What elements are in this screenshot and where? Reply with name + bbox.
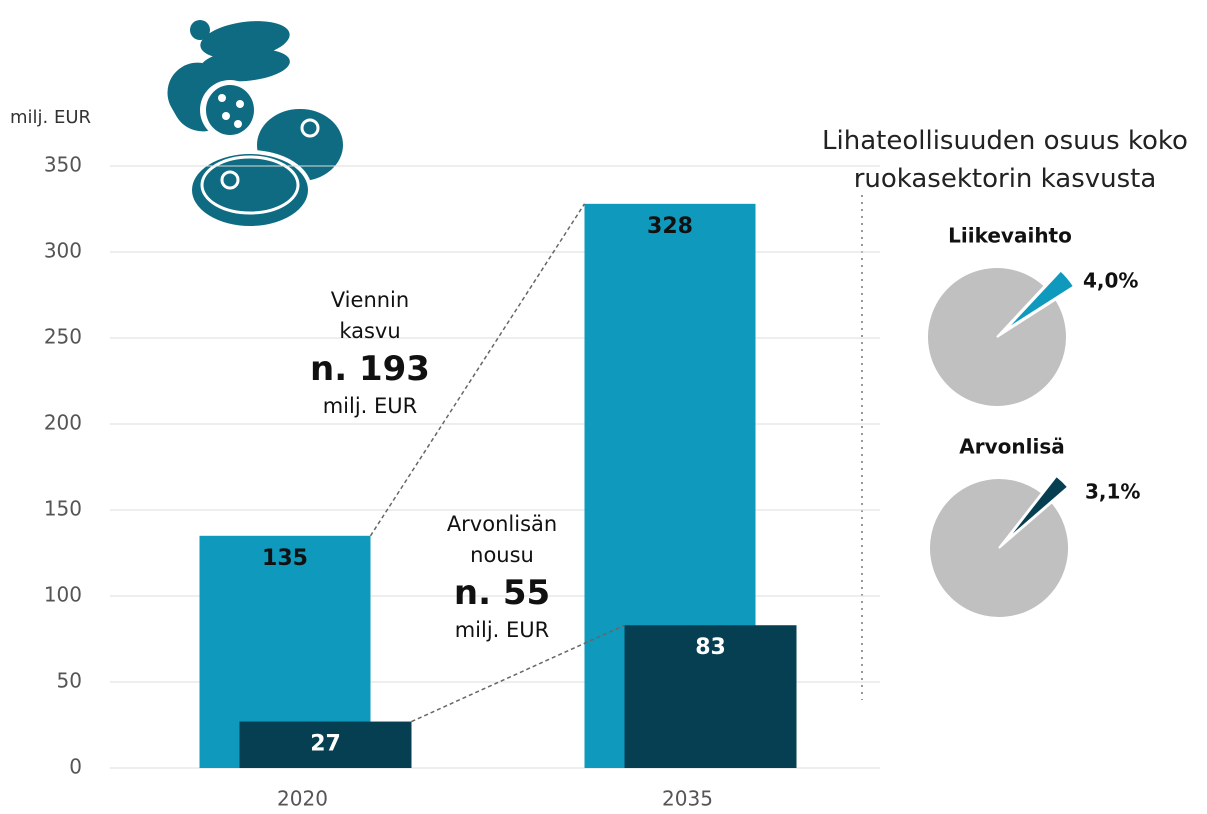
annotation-unit: milj. EUR — [300, 391, 440, 422]
y-tick-label: 250 — [44, 325, 82, 349]
x-tick-label: 2035 — [662, 787, 713, 811]
y-tick-label: 0 — [69, 755, 82, 779]
page: milj. EUR 0 50 100 150 200 250 300 350 135 328 27 8… — [0, 0, 1207, 814]
annotation-label: Viennin kasvu — [300, 285, 440, 347]
y-tick-label: 200 — [44, 411, 82, 435]
y-tick-label: 300 — [44, 239, 82, 263]
annotation: Arvonlisän nousu n. 55 milj. EUR — [432, 509, 572, 646]
y-tick-label: 150 — [44, 497, 82, 521]
annotation: Viennin kasvu n. 193 milj. EUR — [300, 285, 440, 422]
annotation-value: n. 193 — [300, 347, 440, 391]
annotation-label: Arvonlisän nousu — [432, 509, 572, 571]
y-tick-label: 100 — [44, 583, 82, 607]
annotation-unit: milj. EUR — [432, 615, 572, 646]
value-label: 4,0% — [1083, 269, 1138, 293]
value-label: 328 — [647, 214, 693, 239]
y-axis-label: milj. EUR — [10, 107, 91, 128]
pie-title: Arvonlisä — [959, 435, 1064, 459]
value-label: 3,1% — [1085, 480, 1140, 504]
pie-panel-title: Lihateollisuuden osuus koko ruokasektori… — [805, 122, 1205, 198]
value-label: 83 — [695, 635, 726, 660]
value-label: 135 — [262, 546, 308, 571]
meat-icon — [157, 16, 345, 228]
x-tick-label: 2020 — [277, 787, 328, 811]
y-tick-label: 50 — [57, 669, 82, 693]
annotation-value: n. 55 — [432, 571, 572, 615]
y-tick-label: 350 — [44, 153, 82, 177]
pie-title: Liikevaihto — [948, 224, 1072, 248]
value-label: 27 — [310, 732, 341, 757]
